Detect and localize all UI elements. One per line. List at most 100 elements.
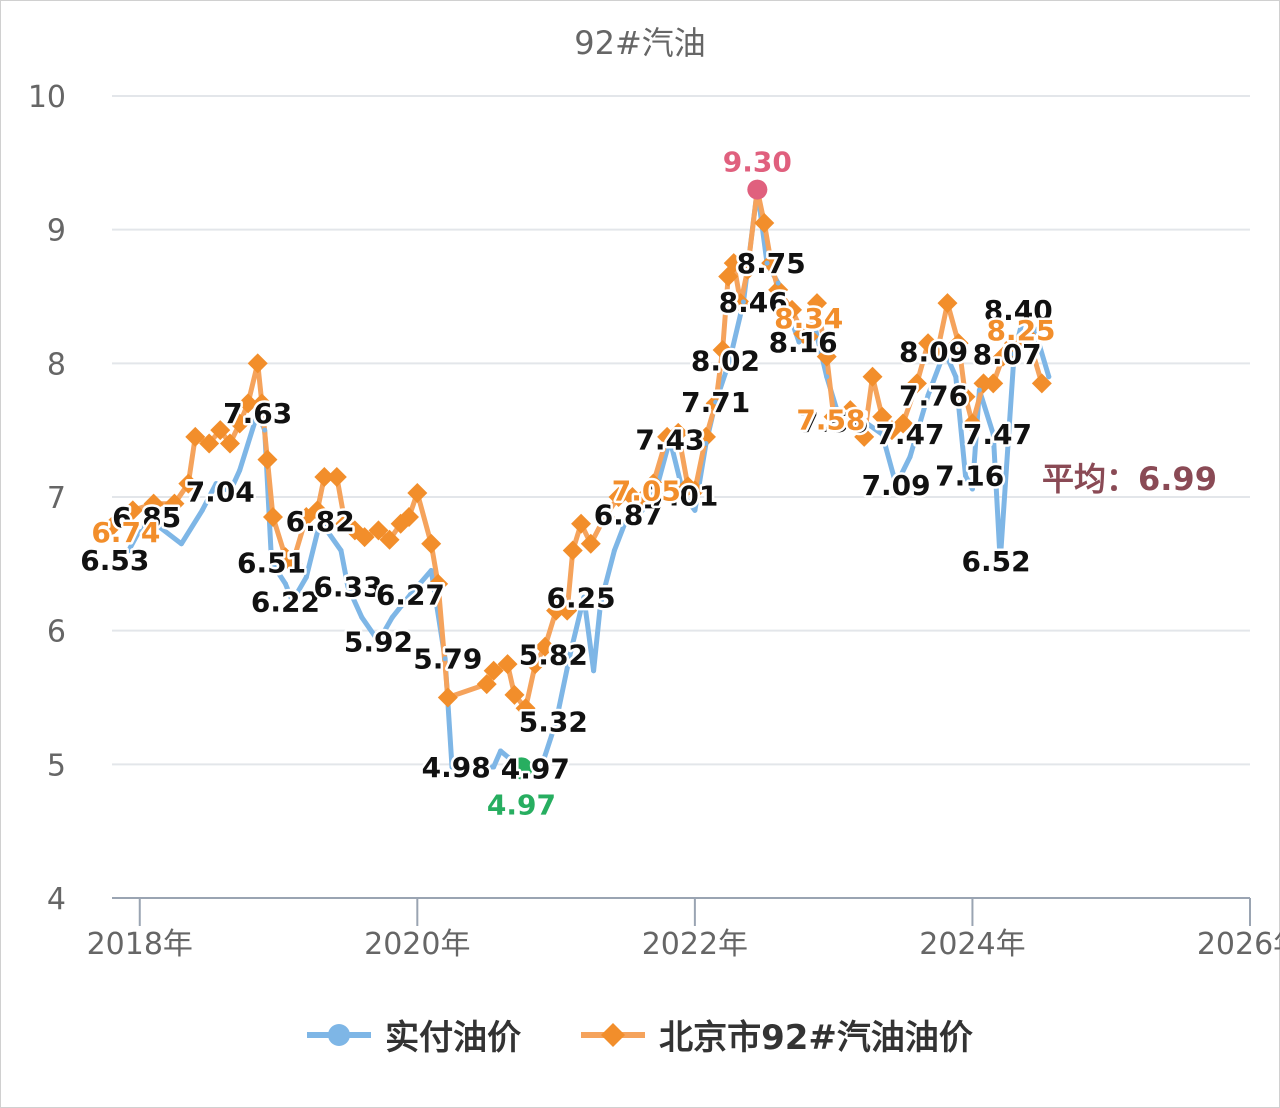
data-point-circle[interactable] — [740, 299, 746, 305]
data-point-circle[interactable] — [282, 581, 288, 587]
data-point-diamond[interactable] — [282, 553, 303, 574]
data-point-diamond[interactable] — [407, 482, 428, 503]
data-point-diamond[interactable] — [782, 299, 803, 320]
data-point-diamond[interactable] — [608, 487, 629, 507]
data-point-circle[interactable] — [810, 315, 816, 321]
data-point-circle[interactable] — [449, 764, 455, 770]
data-point-circle[interactable] — [775, 280, 781, 286]
data-point-diamond[interactable] — [1004, 333, 1025, 354]
data-point-circle[interactable] — [178, 541, 184, 547]
data-point-circle[interactable] — [1032, 327, 1038, 333]
data-point-diamond[interactable] — [122, 500, 143, 521]
data-point-diamond[interactable] — [257, 449, 278, 470]
data-point-diamond[interactable] — [497, 654, 518, 675]
data-point-circle[interactable] — [303, 574, 309, 580]
data-point-diamond[interactable] — [210, 420, 231, 441]
data-point-circle[interactable] — [879, 431, 885, 437]
data-point-diamond[interactable] — [379, 529, 400, 550]
data-point-diamond[interactable] — [761, 253, 782, 274]
data-point-diamond[interactable] — [1017, 326, 1038, 347]
data-point-circle[interactable] — [428, 568, 434, 574]
data-point-diamond[interactable] — [723, 253, 744, 274]
data-point-diamond[interactable] — [199, 433, 220, 454]
data-point-diamond[interactable] — [862, 366, 883, 387]
data-point-diamond[interactable] — [219, 433, 240, 454]
data-point-diamond[interactable] — [643, 473, 664, 494]
data-point-diamond[interactable] — [816, 346, 837, 367]
data-point-diamond[interactable] — [247, 353, 268, 374]
data-point-diamond[interactable] — [178, 473, 199, 494]
data-point-diamond[interactable] — [695, 426, 716, 447]
data-point-circle[interactable] — [796, 339, 802, 345]
data-point-diamond[interactable] — [962, 413, 983, 434]
data-point-circle[interactable] — [289, 598, 295, 604]
data-point-circle[interactable] — [963, 473, 968, 479]
data-point-diamond[interactable] — [102, 516, 122, 537]
data-point-diamond[interactable] — [730, 293, 751, 314]
data-point-diamond[interactable] — [668, 422, 689, 443]
data-point-circle[interactable] — [838, 419, 844, 425]
data-point-diamond[interactable] — [368, 520, 389, 541]
data-point-circle[interactable] — [639, 507, 645, 513]
data-point-diamond[interactable] — [476, 674, 497, 695]
data-point-diamond[interactable] — [948, 333, 969, 354]
data-point-circle[interactable] — [126, 547, 132, 553]
data-point-diamond[interactable] — [632, 489, 653, 510]
data-point-diamond[interactable] — [326, 466, 347, 487]
data-point-diamond[interactable] — [437, 687, 458, 708]
data-point-diamond[interactable] — [229, 413, 250, 434]
data-point-circle[interactable] — [598, 601, 604, 607]
data-point-diamond[interactable] — [534, 636, 555, 657]
data-point-diamond[interactable] — [557, 600, 578, 621]
data-point-diamond[interactable] — [571, 513, 592, 534]
data-point-diamond[interactable] — [546, 600, 567, 621]
data-point-circle[interactable] — [990, 431, 996, 437]
data-point-circle[interactable] — [713, 399, 719, 405]
data-point-circle[interactable] — [359, 614, 365, 620]
data-point-circle[interactable] — [925, 392, 931, 398]
data-point-diamond[interactable] — [562, 540, 583, 561]
data-point-diamond[interactable] — [504, 684, 525, 705]
data-point-circle[interactable] — [893, 482, 899, 488]
data-point-circle[interactable] — [213, 481, 219, 487]
data-point-circle[interactable] — [199, 507, 205, 513]
data-point-circle[interactable] — [1011, 351, 1017, 357]
data-point-circle[interactable] — [625, 511, 631, 517]
data-point-diamond[interactable] — [251, 393, 272, 414]
data-point-circle[interactable] — [1046, 374, 1052, 380]
data-point-circle[interactable] — [764, 260, 770, 266]
data-point-circle[interactable] — [997, 558, 1003, 564]
data-point-circle[interactable] — [269, 559, 275, 565]
data-point-diamond[interactable] — [515, 698, 536, 719]
data-point-circle[interactable] — [237, 467, 243, 473]
legend-item-actual-price[interactable]: 实付油价 — [307, 1010, 521, 1059]
data-point-diamond[interactable] — [712, 339, 733, 360]
data-point-circle[interactable] — [112, 557, 118, 563]
data-point-diamond[interactable] — [737, 259, 758, 280]
data-point-circle[interactable] — [317, 518, 323, 524]
data-point-circle[interactable] — [144, 514, 150, 520]
data-point-diamond[interactable] — [314, 466, 335, 487]
data-point-diamond[interactable] — [684, 480, 705, 501]
data-point-diamond[interactable] — [906, 373, 927, 394]
data-point-circle[interactable] — [470, 764, 476, 770]
data-point-circle[interactable] — [858, 416, 864, 422]
legend-item-beijing-price[interactable]: 北京市92#汽油油价 — [581, 1010, 973, 1059]
data-point-circle[interactable] — [567, 652, 573, 658]
data-point-circle[interactable] — [553, 719, 559, 725]
data-point-circle[interactable] — [976, 387, 982, 393]
data-point-diamond[interactable] — [238, 393, 259, 414]
data-point-diamond[interactable] — [307, 500, 328, 521]
data-point-diamond[interactable] — [354, 527, 375, 548]
data-point-circle[interactable] — [539, 761, 545, 767]
data-point-diamond[interactable] — [872, 406, 893, 427]
data-point-circle[interactable] — [969, 486, 975, 492]
data-point-circle[interactable] — [338, 547, 344, 553]
data-point-circle[interactable] — [345, 584, 351, 590]
data-point-circle[interactable] — [953, 374, 959, 380]
data-point-circle[interactable] — [703, 441, 709, 447]
data-point-diamond[interactable] — [398, 507, 419, 528]
data-point-circle[interactable] — [692, 507, 698, 513]
data-point-circle[interactable] — [591, 668, 597, 674]
data-point-diamond[interactable] — [798, 326, 819, 347]
